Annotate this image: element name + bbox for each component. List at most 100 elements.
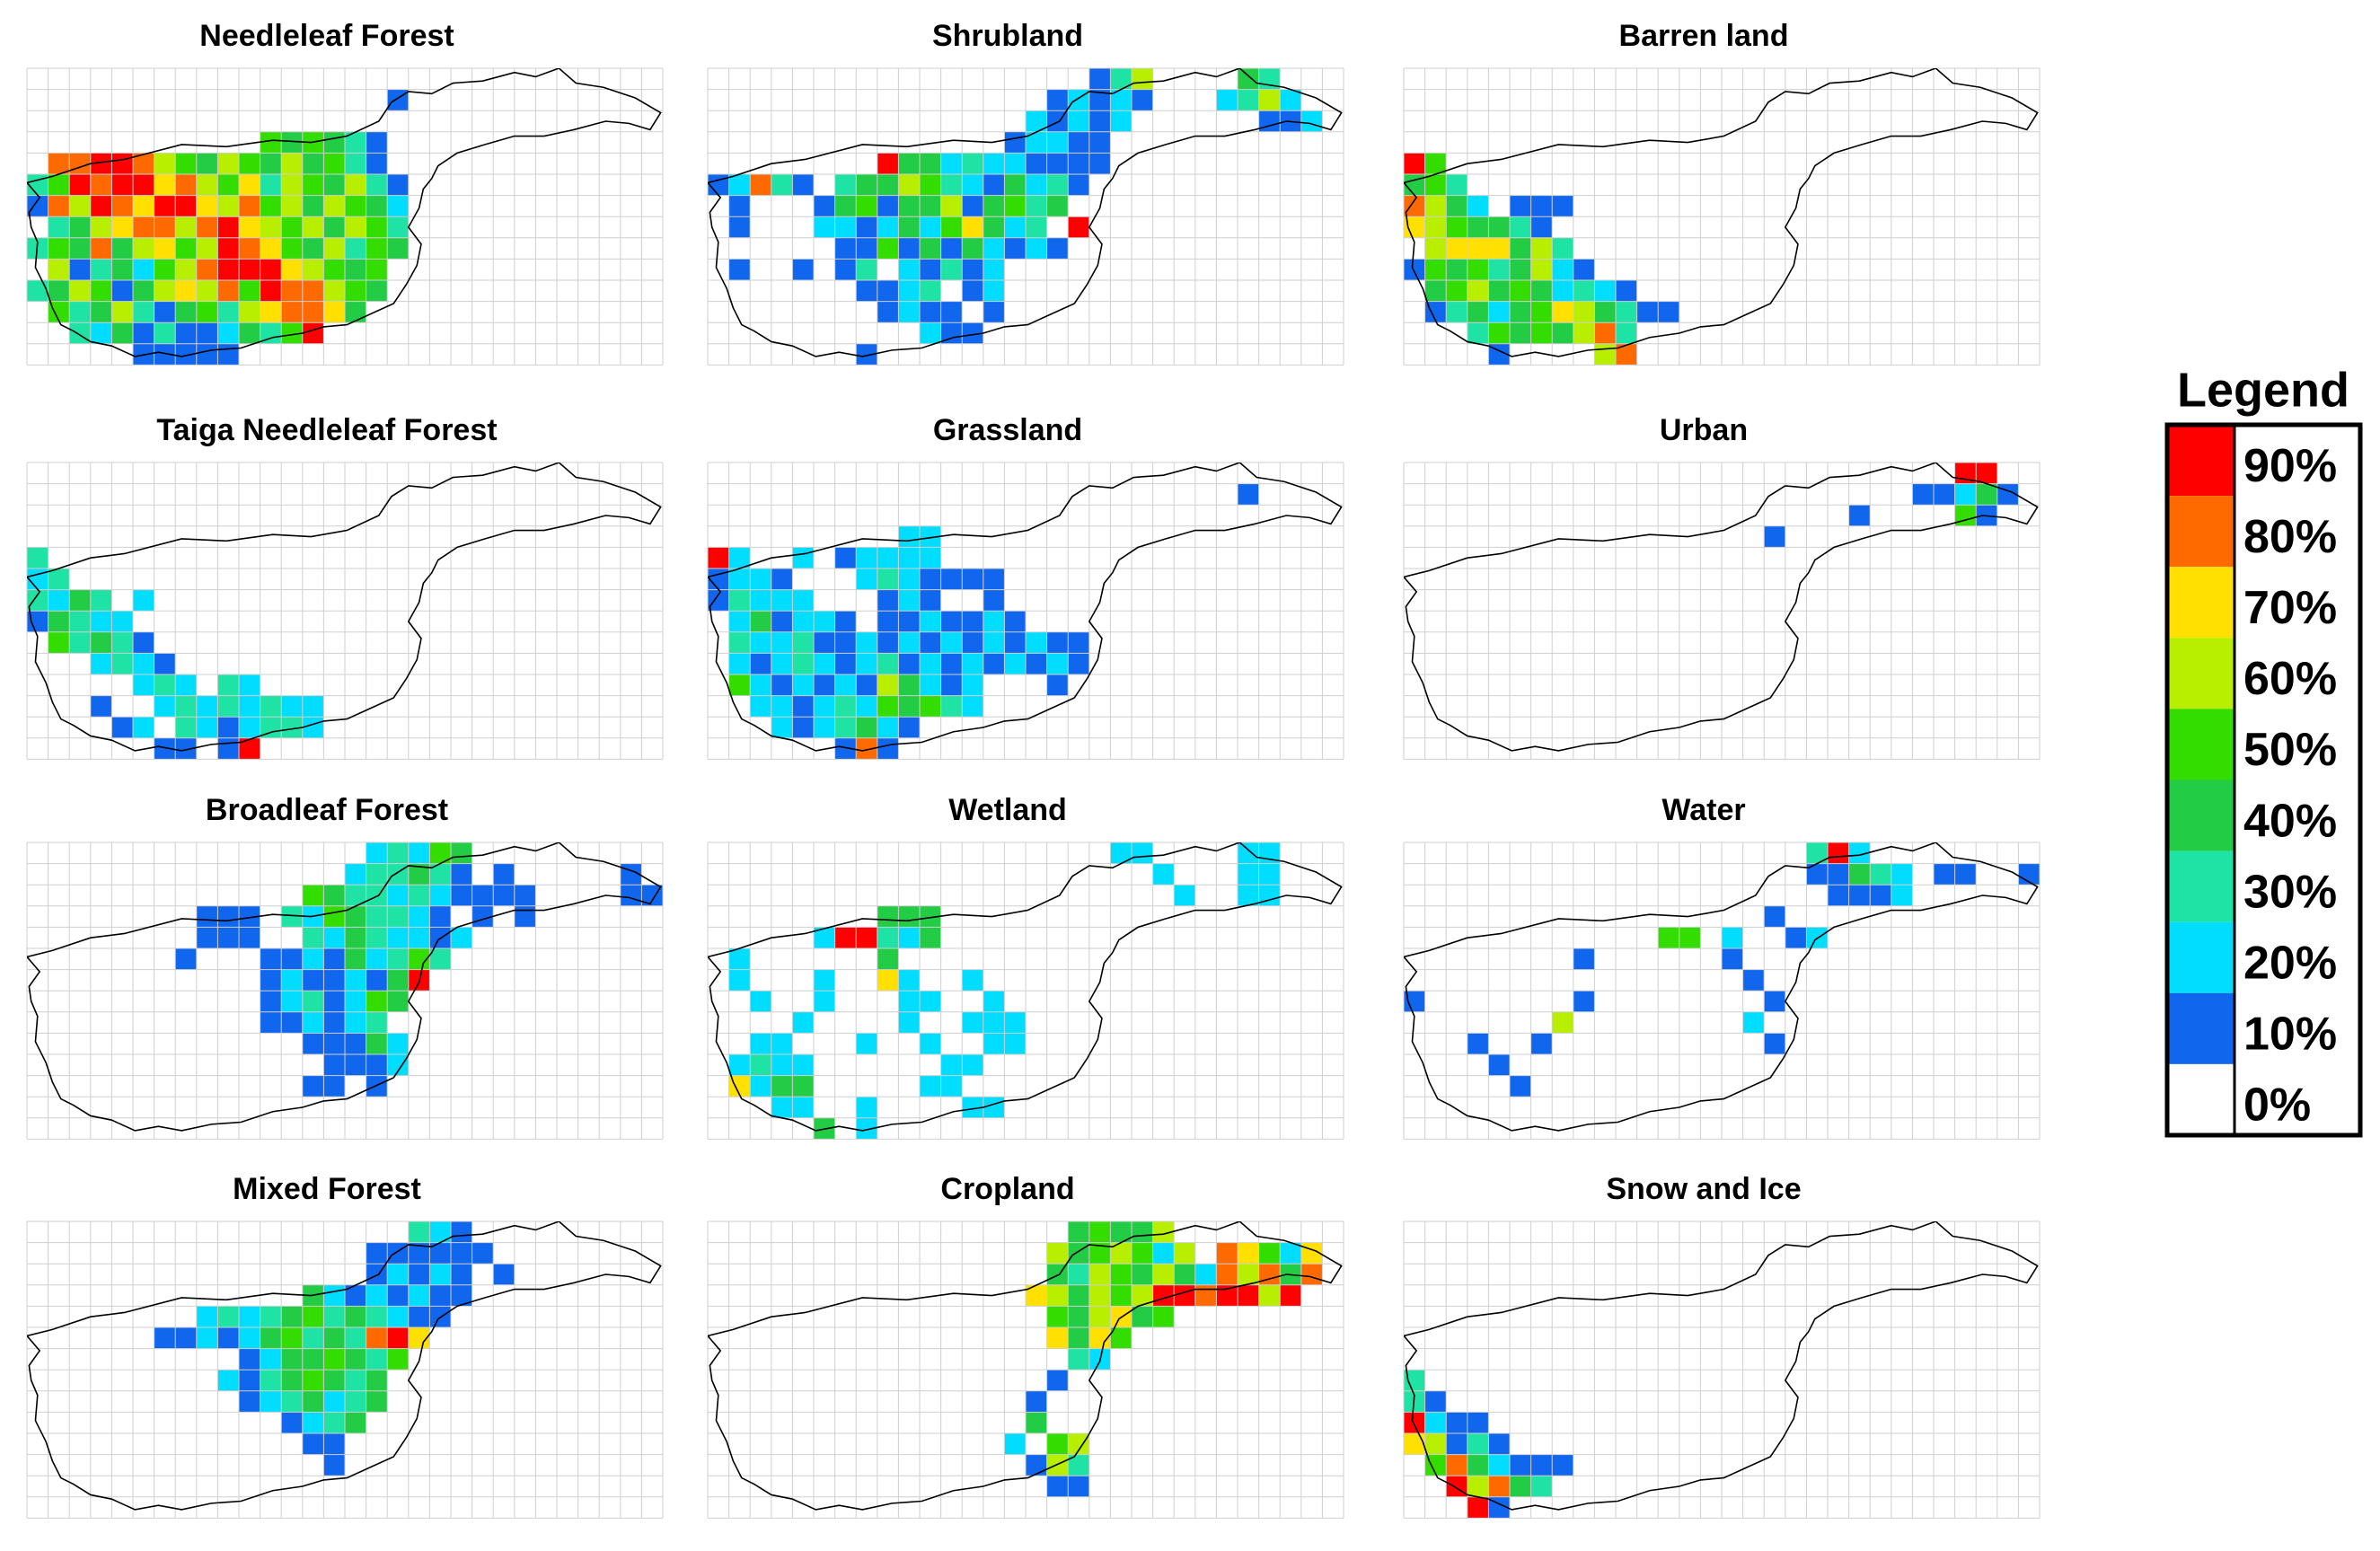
grid-cell [1848, 842, 1871, 864]
panel-title: Taiga Needleleaf Forest [156, 413, 497, 447]
grid-cell [366, 237, 388, 260]
grid-cell [154, 174, 176, 196]
legend-label: 70% [2243, 582, 2337, 634]
grid-cell [1068, 1284, 1089, 1307]
grid-cell [302, 969, 324, 991]
grid-cell [323, 280, 345, 302]
grid-cell [1152, 1284, 1175, 1307]
grid-cell [1976, 463, 1997, 484]
grid-cell [302, 322, 324, 344]
grid-cell [620, 885, 642, 906]
grid-cell [239, 259, 260, 280]
grid-cell [877, 589, 899, 612]
grid-cell [1046, 131, 1069, 154]
grid-cell [429, 842, 451, 864]
grid-cell [48, 631, 70, 654]
grid-cell [814, 611, 835, 632]
grid-cell [281, 1348, 303, 1370]
grid-cell [750, 611, 771, 632]
grid-cell [345, 195, 366, 217]
grid-cell [1722, 927, 1743, 948]
grid-cell [1446, 1433, 1468, 1455]
grid-cell [48, 589, 70, 612]
grid-cell [323, 1454, 345, 1476]
grid-cell [429, 905, 451, 928]
grid-cell [387, 237, 409, 260]
grid-cell [1238, 1242, 1259, 1265]
grid-cell [1573, 991, 1595, 1012]
grid-cell [69, 216, 91, 238]
grid-cell [133, 237, 154, 260]
grid-cell [1488, 237, 1510, 260]
grid-cell [920, 1033, 941, 1054]
grid-cell [1004, 1011, 1026, 1034]
grid-cell [323, 1284, 345, 1307]
grid-cell [154, 153, 176, 174]
grid-cell [69, 153, 91, 174]
grid-cell [1530, 216, 1553, 238]
grid-cell [408, 842, 430, 864]
grid-cell [1068, 110, 1089, 132]
grid-cell [1467, 259, 1489, 280]
grid-cell [345, 216, 366, 238]
grid-cell [728, 174, 751, 196]
grid-cell [1510, 280, 1531, 302]
grid-cell [856, 1117, 877, 1140]
grid-cell [196, 216, 218, 238]
grid-cell [898, 259, 920, 280]
grid-cell [834, 547, 857, 568]
grid-cell [920, 216, 941, 238]
grid-cell [877, 611, 899, 632]
grid-cell [281, 259, 303, 280]
grid-cell [196, 280, 218, 302]
grid-cell [366, 1390, 388, 1413]
grid-cell [133, 216, 154, 238]
grid-cell [898, 611, 920, 632]
grid-cell [69, 322, 91, 344]
grid-cell [1046, 1306, 1069, 1327]
grid-cell [281, 216, 303, 238]
grid-cell [940, 695, 963, 718]
grid-cell [1046, 195, 1069, 217]
grid-cell [1552, 280, 1573, 302]
grid-cell [962, 611, 983, 632]
grid-cell [1467, 1454, 1489, 1476]
grid-cell [281, 991, 303, 1012]
grid-cell [1488, 1054, 1510, 1076]
grid-cell [111, 195, 133, 217]
grid-cell [1238, 1264, 1259, 1285]
grid-cell [217, 717, 239, 738]
map-panel [1403, 462, 2041, 760]
grid-cell [834, 927, 857, 948]
grid-cell [366, 927, 388, 948]
grid-cell [728, 568, 751, 590]
grid-cell [260, 195, 282, 217]
grid-cell [1488, 280, 1510, 302]
grid-cell [196, 1306, 218, 1327]
grid-cell [792, 1054, 814, 1076]
grid-cell [239, 1370, 260, 1391]
grid-cell [1510, 237, 1531, 260]
grid-cell [366, 1348, 388, 1370]
grid-cell [345, 927, 366, 948]
grid-cell [983, 589, 1005, 612]
grid-cell [217, 695, 239, 718]
grid-cell [1152, 1221, 1175, 1243]
grid-cell [750, 1033, 771, 1054]
grid-cell [940, 259, 963, 280]
grid-cell [302, 1327, 324, 1349]
grid-cell [154, 674, 176, 696]
grid-cell [940, 237, 963, 260]
grid-cell [1089, 110, 1111, 132]
grid-cell [1152, 1264, 1175, 1285]
grid-cell [1424, 301, 1447, 323]
grid-cell [750, 991, 771, 1012]
grid-cell [1238, 885, 1259, 906]
grid-cell [323, 905, 345, 928]
grid-cell [323, 885, 345, 906]
grid-cell [728, 1054, 751, 1076]
grid-cell [728, 969, 751, 991]
grid-cell [962, 631, 983, 654]
grid-cell [1467, 280, 1489, 302]
grid-cell [323, 1033, 345, 1054]
